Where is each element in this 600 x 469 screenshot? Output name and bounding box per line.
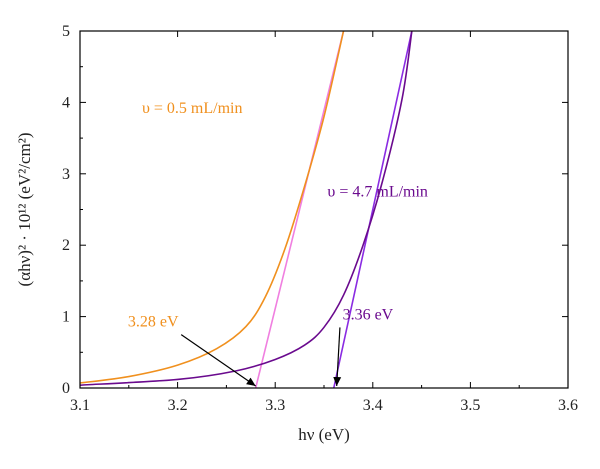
annotation-label-3: υ = 0.5 mL/min: [142, 100, 243, 117]
axes: 3.1 3.2 3.3 3.4 3.5 3.6 0 1 2 3 4 5 hν (eV) (αhν)² · …: [15, 23, 578, 444]
fit-line-1: [254, 31, 345, 388]
data-marks: [80, 31, 413, 388]
annotation-label-2: 3.36 eV: [343, 306, 394, 323]
y-tick-label: 3: [62, 166, 70, 183]
plot-frame: [79, 30, 569, 389]
y-tick-label: 5: [62, 23, 70, 40]
y-axis-label: (αhν)² · 10¹² (eV²/cm²): [15, 133, 34, 287]
series-line-2: [80, 31, 413, 386]
annotations: 3.28 eV 3.36 eV υ = 0.5 mL/min υ = 4.7 mL/m…: [128, 100, 428, 387]
x-tick-label: 3.3: [265, 397, 285, 414]
y-tick-label: 1: [62, 309, 70, 326]
annotation-label-1: 3.28 eV: [128, 314, 179, 331]
series-line-1: [80, 31, 345, 384]
y-tick-label: 0: [62, 380, 70, 397]
y-tick-label: 4: [62, 94, 70, 111]
annotation-arrow-2: [333, 327, 342, 387]
x-axis-label: hν (eV): [298, 425, 350, 444]
x-tick-label: 3.2: [168, 397, 188, 414]
x-tick-label: 3.5: [460, 397, 480, 414]
annotation-label-4: υ = 4.7 mL/min: [327, 184, 428, 201]
x-tick-label: 3.6: [558, 397, 578, 414]
annotation-arrow-1: [180, 334, 257, 387]
fit-line-2: [332, 31, 413, 388]
x-tick-label: 3.4: [363, 397, 383, 414]
y-tick-label: 2: [62, 237, 70, 254]
x-tick-label: 3.1: [70, 397, 90, 414]
